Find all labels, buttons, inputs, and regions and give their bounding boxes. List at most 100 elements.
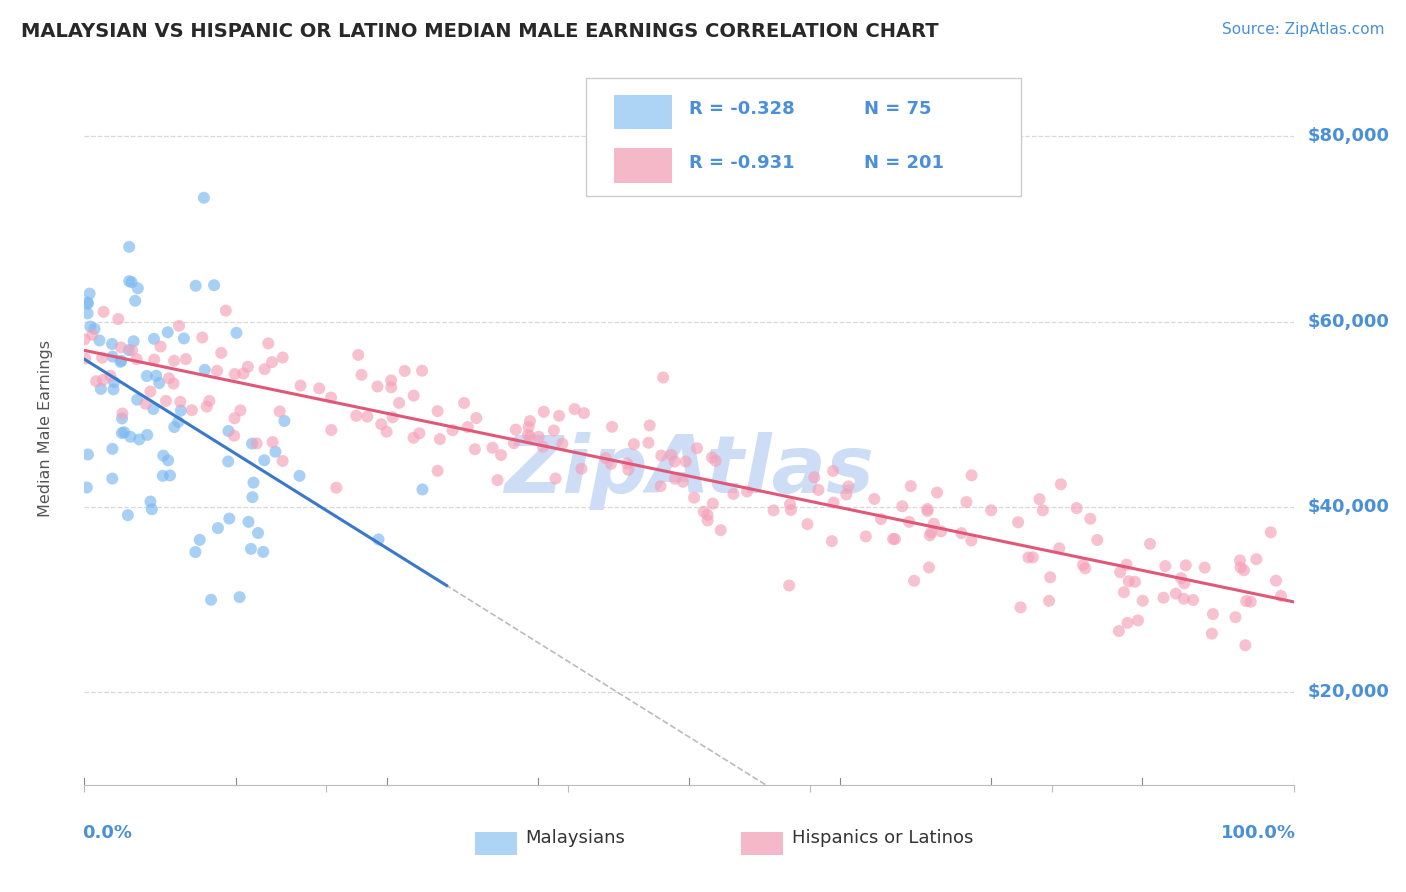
Point <box>152 449 174 463</box>
Point <box>1032 503 1054 517</box>
Point <box>290 378 312 392</box>
Point <box>174 352 197 367</box>
Point <box>122 334 145 349</box>
Point <box>426 464 449 478</box>
Point <box>1194 560 1216 574</box>
Point <box>103 383 125 397</box>
Text: $60,000: $60,000 <box>1308 312 1391 331</box>
Point <box>73 332 96 346</box>
Point <box>264 444 287 458</box>
Point <box>1240 595 1263 609</box>
Point <box>157 371 180 385</box>
Text: Malaysians: Malaysians <box>526 830 626 847</box>
Point <box>544 471 567 485</box>
Point <box>1007 516 1029 530</box>
Point <box>180 403 202 417</box>
Point <box>159 468 181 483</box>
Point <box>950 526 973 541</box>
Point <box>543 424 565 438</box>
Point <box>548 409 571 423</box>
Point <box>1154 559 1177 574</box>
Point <box>531 440 554 454</box>
Point <box>253 362 276 376</box>
Point <box>723 487 745 501</box>
Point <box>616 457 638 471</box>
Text: Median Male Earnings: Median Male Earnings <box>38 340 53 516</box>
Point <box>394 364 416 378</box>
Point <box>457 420 479 434</box>
Point <box>225 326 247 340</box>
Point <box>83 322 105 336</box>
Point <box>308 381 330 395</box>
Point <box>121 275 143 289</box>
Point <box>321 423 343 437</box>
Point <box>1229 553 1251 567</box>
Point <box>1071 558 1094 572</box>
Point <box>91 351 114 365</box>
Point <box>143 352 166 367</box>
Point <box>139 384 162 399</box>
Point <box>117 508 139 522</box>
Point <box>240 436 263 450</box>
Point <box>193 191 215 205</box>
Point <box>1085 533 1108 547</box>
Point <box>429 432 451 446</box>
Point <box>1174 558 1197 573</box>
Point <box>120 430 142 444</box>
Point <box>124 293 146 308</box>
Text: 0.0%: 0.0% <box>82 824 132 842</box>
Point <box>1182 593 1205 607</box>
Point <box>262 435 284 450</box>
Point <box>269 404 291 418</box>
Point <box>142 332 165 346</box>
Point <box>863 491 886 506</box>
Point <box>1265 574 1288 588</box>
Point <box>347 348 370 362</box>
Point <box>91 373 114 387</box>
Point <box>917 502 939 516</box>
Point <box>111 425 134 440</box>
Point <box>156 325 179 339</box>
Point <box>163 353 186 368</box>
Point <box>380 380 402 394</box>
Point <box>411 483 433 497</box>
Point <box>170 403 193 417</box>
Point <box>426 404 449 418</box>
Point <box>918 560 941 574</box>
Point <box>1038 594 1060 608</box>
Text: R = -0.931: R = -0.931 <box>689 153 794 171</box>
Text: N = 75: N = 75 <box>865 100 932 118</box>
Point <box>402 431 425 445</box>
Point <box>664 454 686 468</box>
Point <box>89 334 111 348</box>
Point <box>1039 570 1062 584</box>
Point <box>157 453 180 467</box>
Point <box>224 428 246 442</box>
Point <box>184 545 207 559</box>
Point <box>84 374 107 388</box>
Point <box>898 515 921 529</box>
Point <box>367 533 389 547</box>
Point <box>1132 593 1154 607</box>
Point <box>980 503 1002 517</box>
Point <box>121 343 143 358</box>
Point <box>481 441 503 455</box>
Point <box>152 468 174 483</box>
Point <box>218 511 240 525</box>
Point <box>929 524 952 539</box>
Point <box>224 367 246 381</box>
Point <box>821 534 844 549</box>
Point <box>564 402 586 417</box>
Point <box>155 393 177 408</box>
Point <box>101 337 124 351</box>
Point <box>823 464 845 478</box>
Point <box>93 305 115 319</box>
Point <box>650 479 672 493</box>
Point <box>796 517 818 532</box>
Point <box>288 468 311 483</box>
Point <box>163 420 186 434</box>
Point <box>127 281 149 295</box>
Point <box>118 240 141 254</box>
Point <box>835 487 858 501</box>
Point <box>672 475 695 489</box>
